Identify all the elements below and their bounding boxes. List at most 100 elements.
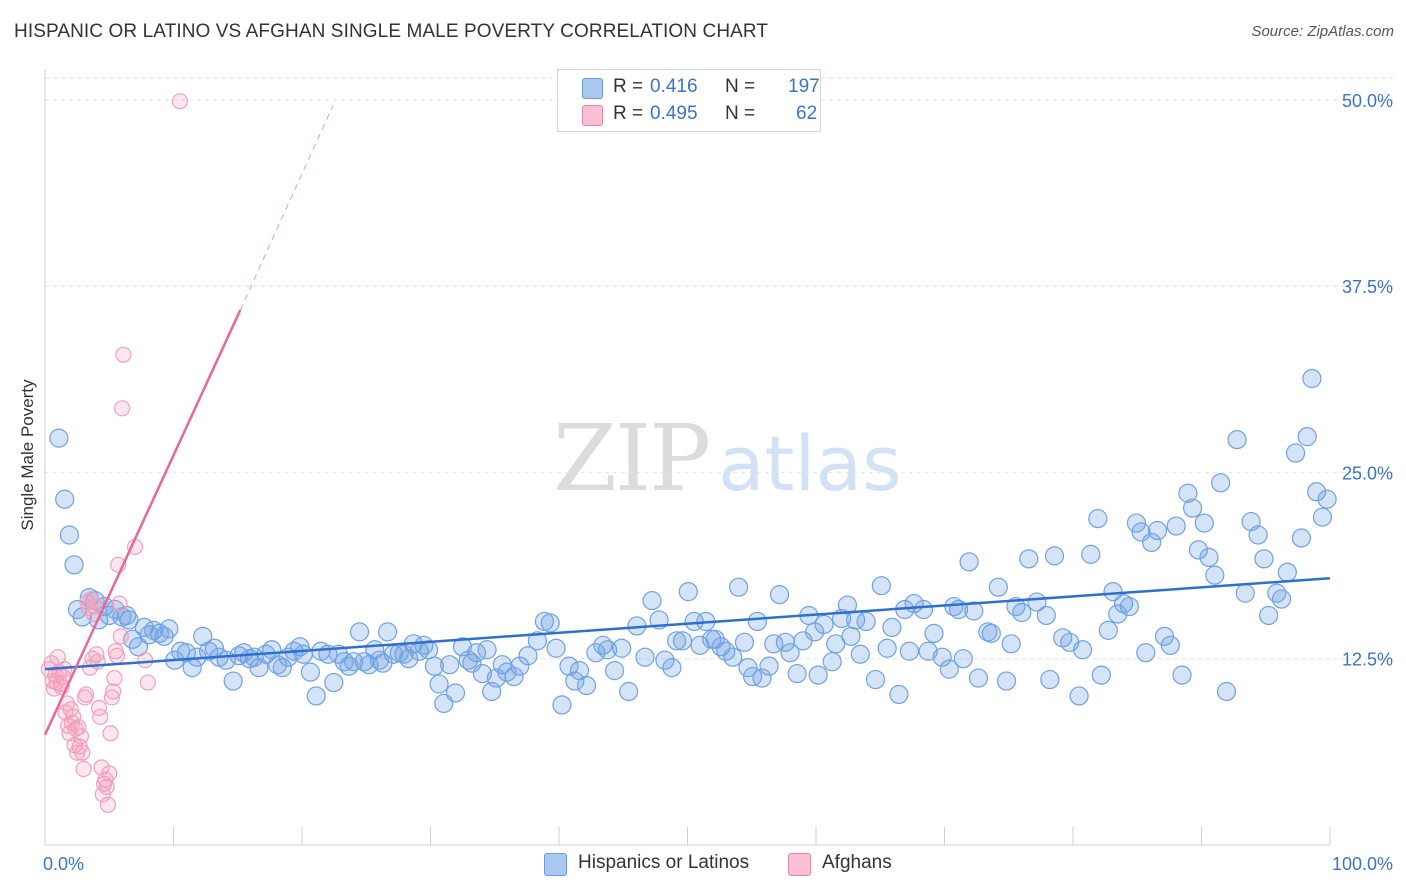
hispanic-point: [234, 643, 254, 663]
hispanic-point: [964, 601, 984, 621]
afghan-point: [113, 400, 131, 417]
afghan-point: [108, 647, 126, 664]
hispanic-point: [1277, 562, 1297, 582]
hispanic-point: [655, 650, 675, 670]
hispanic-point: [1091, 665, 1111, 685]
hispanic-point: [612, 638, 632, 658]
afghan-point: [98, 778, 115, 795]
hispanic-point: [672, 631, 693, 651]
hispanic-point: [1297, 427, 1317, 447]
hispanic-point: [856, 611, 876, 632]
afghan-point: [70, 719, 87, 736]
afghan-point: [106, 669, 123, 687]
hispanic-point: [199, 641, 219, 661]
hispanic-point: [871, 576, 891, 596]
legend-swatch-hispanic: [582, 78, 603, 99]
afghan-point: [115, 346, 132, 363]
hispanic-point: [1119, 596, 1140, 617]
afghan-point: [65, 708, 82, 725]
hispanic-point: [477, 640, 497, 660]
hispanic-point: [504, 666, 524, 687]
hispanic-point: [1188, 540, 1209, 560]
hispanic-point: [527, 631, 547, 651]
hispanic-point: [1248, 525, 1268, 545]
hispanic-point: [552, 695, 572, 715]
x-tick-label-min: 0.0%: [43, 854, 84, 874]
hispanic-point: [642, 590, 662, 611]
hispanic-point: [1098, 620, 1118, 640]
hispanic-point: [300, 662, 320, 682]
hispanic-point: [1040, 669, 1060, 690]
hispanic-point: [1088, 509, 1108, 529]
chart-title: HISPANIC OR LATINO VS AFGHAN SINGLE MALE…: [14, 21, 769, 42]
hispanic-point: [586, 643, 606, 663]
hispanic-point: [918, 641, 938, 661]
hispanic-point: [424, 656, 445, 676]
bottom-legend-label-afghan: Afghans: [822, 852, 892, 873]
hispanic-point: [1160, 635, 1180, 655]
bottom-legend-swatch-afghan: [788, 853, 811, 876]
hispanic-point: [349, 622, 370, 642]
hispanic-point: [738, 658, 758, 678]
hispanic-point: [293, 644, 313, 664]
hispanic-point: [1126, 513, 1147, 533]
legend-n-label: N =: [725, 103, 756, 124]
afghan-point: [171, 93, 189, 110]
hispanic-point: [1312, 507, 1333, 527]
hispanic-point: [306, 686, 326, 706]
hispanic-point: [604, 661, 625, 681]
hispanic-point: [1178, 483, 1198, 503]
y-tick-label: 50.0%: [1342, 91, 1393, 111]
hispanic-point: [1227, 430, 1247, 450]
hispanic-point: [1036, 605, 1056, 626]
hispanic-point: [1172, 665, 1192, 685]
hispanic-point: [193, 626, 213, 646]
hispanic-point: [734, 632, 755, 652]
hispanic-point: [1317, 489, 1337, 509]
hispanic-point: [932, 647, 952, 667]
y-tick-label: 25.0%: [1342, 463, 1393, 483]
hispanic-point: [913, 599, 934, 620]
hispanic-point: [458, 650, 478, 670]
hispanic-point: [1108, 604, 1128, 624]
afghan-point: [72, 728, 90, 745]
hispanic-point: [1216, 681, 1237, 702]
watermark-atlas: atlas: [718, 419, 902, 508]
hispanic-point: [559, 656, 579, 676]
hispanic-point: [899, 641, 920, 661]
hispanic-point: [1306, 482, 1327, 502]
correlation-legend: R = 0.416 N = 197 R = 0.495 N = 62: [557, 69, 821, 132]
hispanic-point: [597, 640, 618, 660]
hispanic-point: [440, 655, 460, 675]
hispanic-point: [729, 577, 749, 597]
watermark-zip: ZIP: [553, 405, 709, 512]
hispanic-point: [1006, 596, 1026, 617]
hispanic-point: [64, 555, 84, 575]
afghan-point: [75, 760, 92, 778]
hispanic-point: [518, 646, 538, 666]
afghan-points: [40, 93, 189, 813]
legend-r-label: R =: [613, 103, 644, 124]
hispanic-point: [996, 671, 1017, 691]
hispanic-point: [841, 626, 861, 646]
afghan-point: [112, 628, 129, 645]
hispanic-point: [1001, 634, 1021, 654]
hispanic-point: [1254, 549, 1274, 569]
afghan-point: [99, 796, 117, 813]
hispanic-trend-line: [44, 576, 1331, 671]
y-tick-label: 12.5%: [1342, 650, 1393, 670]
hispanic-point: [850, 644, 870, 664]
hispanic-point: [968, 668, 989, 688]
hispanic-point: [769, 585, 790, 605]
hispanic-point: [882, 617, 902, 638]
hispanic-point: [635, 647, 655, 667]
bottom-legend-swatch-hispanic: [544, 853, 567, 876]
hispanic-point: [540, 613, 560, 633]
hispanic-point: [787, 664, 807, 684]
hispanic-point: [369, 650, 390, 670]
hispanic-point: [1199, 547, 1219, 567]
x-tick-label-max: 100.0%: [1332, 854, 1393, 874]
hispanic-point: [546, 638, 566, 658]
legend-n-value: 197: [788, 76, 820, 97]
hispanic-point: [510, 656, 530, 676]
